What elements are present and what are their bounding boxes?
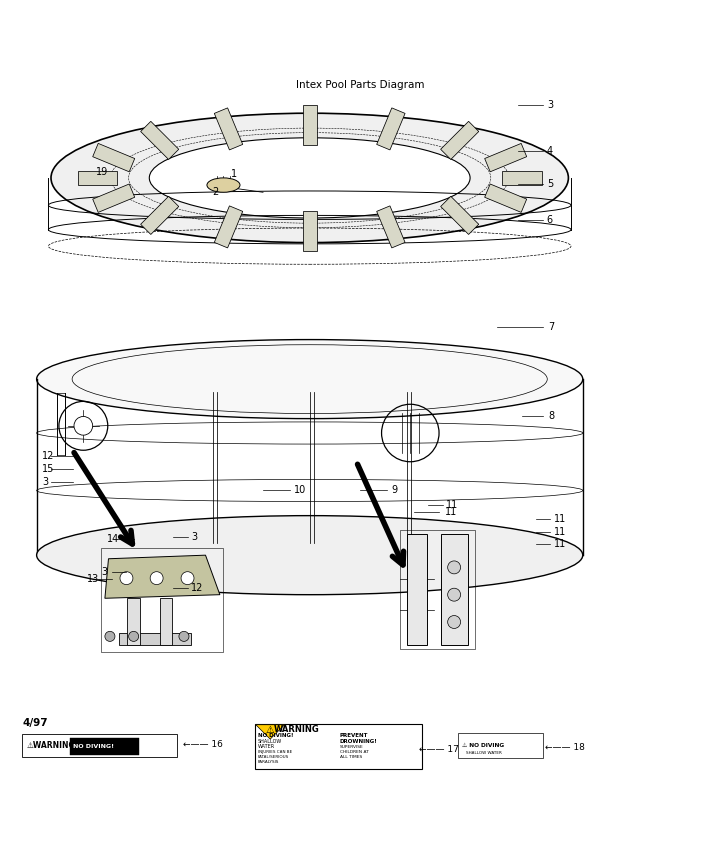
Text: 11: 11: [554, 514, 566, 524]
Ellipse shape: [51, 113, 568, 242]
Text: 9: 9: [391, 486, 397, 495]
Text: PREVENT: PREVENT: [340, 733, 368, 738]
Polygon shape: [485, 144, 527, 171]
Polygon shape: [441, 197, 479, 235]
Text: NO DIVING!: NO DIVING!: [73, 744, 114, 749]
Polygon shape: [485, 184, 527, 212]
Text: 19: 19: [96, 167, 108, 178]
Text: 13: 13: [87, 574, 99, 584]
Text: 3: 3: [191, 533, 197, 542]
Circle shape: [150, 572, 163, 585]
Polygon shape: [215, 206, 243, 248]
FancyBboxPatch shape: [71, 739, 139, 755]
Text: INJURIES CAN BE: INJURIES CAN BE: [258, 750, 292, 754]
Polygon shape: [78, 171, 117, 185]
Circle shape: [120, 572, 133, 585]
Text: ⚠: ⚠: [266, 725, 274, 734]
Polygon shape: [140, 197, 179, 235]
Ellipse shape: [37, 515, 582, 595]
Text: WATER: WATER: [258, 744, 275, 749]
Polygon shape: [93, 144, 135, 171]
Circle shape: [179, 631, 189, 642]
Text: ←—— 18: ←—— 18: [545, 743, 585, 753]
Text: PARALYSIS: PARALYSIS: [258, 760, 279, 764]
Text: FATAL/SERIOUS: FATAL/SERIOUS: [258, 755, 289, 759]
Text: 10: 10: [294, 486, 306, 495]
Text: 2: 2: [212, 186, 219, 197]
Text: ←—— 16: ←—— 16: [182, 740, 222, 749]
Circle shape: [129, 631, 139, 642]
FancyBboxPatch shape: [22, 734, 177, 757]
Text: SUPERVISE: SUPERVISE: [340, 745, 364, 749]
FancyBboxPatch shape: [255, 724, 422, 769]
Polygon shape: [120, 633, 191, 645]
Polygon shape: [441, 121, 479, 159]
Text: 11: 11: [446, 500, 459, 510]
Text: SHALLOW WATER: SHALLOW WATER: [467, 751, 503, 755]
Circle shape: [448, 588, 461, 601]
Text: 11: 11: [554, 540, 566, 549]
Text: ⚠ NO DIVING: ⚠ NO DIVING: [462, 743, 504, 748]
Polygon shape: [441, 533, 468, 645]
Text: 14: 14: [107, 533, 120, 544]
Polygon shape: [160, 598, 173, 645]
Ellipse shape: [207, 178, 240, 192]
Text: ALL TIMES: ALL TIMES: [340, 755, 362, 759]
Circle shape: [181, 572, 194, 585]
Polygon shape: [93, 184, 135, 212]
Text: 3: 3: [42, 477, 48, 487]
Polygon shape: [302, 211, 317, 250]
Polygon shape: [377, 108, 405, 150]
Text: 4/97: 4/97: [22, 718, 48, 727]
Circle shape: [448, 561, 461, 574]
Polygon shape: [105, 555, 220, 598]
Text: SHALLOW: SHALLOW: [258, 739, 282, 744]
Text: WARNING: WARNING: [274, 726, 320, 734]
Text: 15: 15: [42, 464, 55, 474]
Text: 11: 11: [445, 507, 457, 517]
Text: 12: 12: [191, 583, 204, 592]
Text: 12: 12: [42, 451, 55, 461]
Text: 1: 1: [230, 169, 237, 178]
Text: 6: 6: [546, 215, 553, 224]
Text: CHILDREN AT: CHILDREN AT: [340, 750, 369, 754]
Text: Intex Pool Parts Diagram: Intex Pool Parts Diagram: [296, 81, 424, 90]
Ellipse shape: [149, 138, 470, 218]
Text: DROWNING!: DROWNING!: [340, 739, 377, 744]
Polygon shape: [302, 105, 317, 145]
Polygon shape: [256, 725, 284, 739]
Text: NO DIVING!: NO DIVING!: [258, 733, 294, 738]
Circle shape: [105, 631, 115, 642]
Polygon shape: [377, 206, 405, 248]
Ellipse shape: [37, 339, 582, 418]
Polygon shape: [127, 598, 140, 645]
Text: 11: 11: [554, 527, 566, 537]
Text: 5: 5: [546, 178, 553, 189]
Circle shape: [74, 417, 93, 435]
Text: 3: 3: [546, 100, 553, 110]
Circle shape: [448, 616, 461, 629]
Text: ←—— 17: ←—— 17: [419, 746, 459, 754]
Text: 3: 3: [102, 566, 107, 577]
FancyBboxPatch shape: [459, 734, 543, 758]
Polygon shape: [215, 108, 243, 150]
Text: 4: 4: [546, 145, 553, 156]
Text: 7: 7: [548, 321, 554, 332]
Polygon shape: [140, 121, 179, 159]
Polygon shape: [407, 533, 427, 645]
Ellipse shape: [72, 345, 547, 413]
Polygon shape: [502, 171, 541, 185]
Text: 8: 8: [548, 411, 554, 422]
Text: ⚠WARNING: ⚠WARNING: [27, 741, 76, 750]
